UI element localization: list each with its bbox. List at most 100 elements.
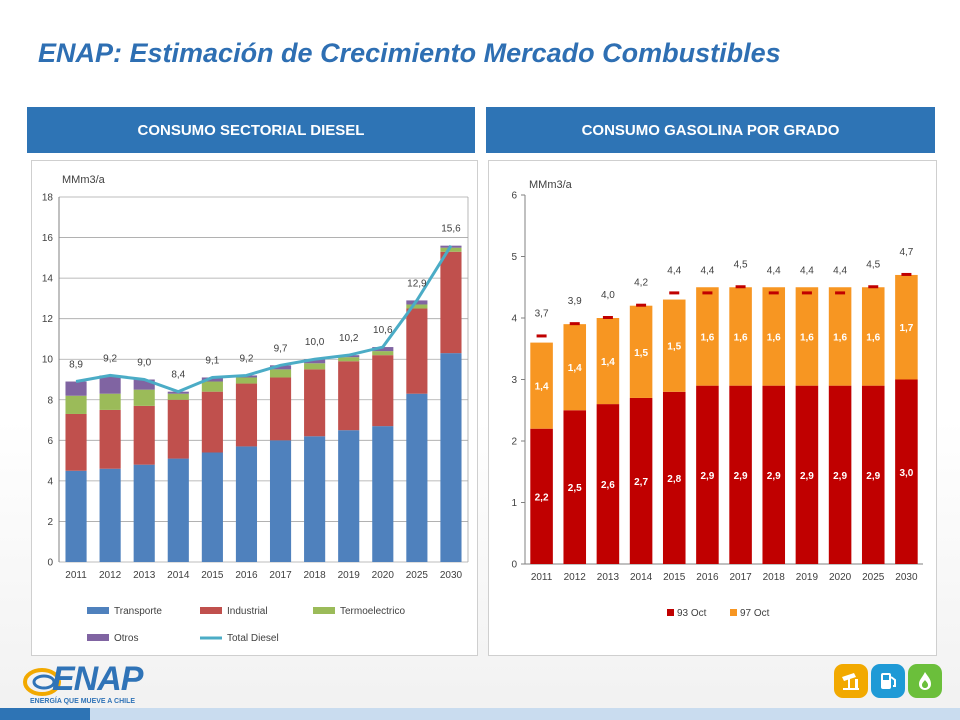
- total-data-label: 9,1: [205, 355, 219, 366]
- y-tick-label: 10: [42, 355, 54, 366]
- x-tick-label: 2030: [895, 572, 918, 583]
- logo-tagline: ENERGÍA QUE MUEVE A CHILE: [30, 698, 136, 705]
- bar-segment: [696, 385, 719, 564]
- diesel-chart: MMm3/a 0 2 4 6 8 10 12 14 16 18 2011 2012 2013 2014 201…: [42, 174, 469, 644]
- legend-label: Transporte: [114, 606, 162, 617]
- segment-data-label: 1,4: [535, 382, 549, 393]
- bar-segment: [372, 347, 394, 352]
- bar-segment: [440, 251, 462, 354]
- total-data-label: 9,7: [274, 343, 288, 354]
- flame-icon: [908, 664, 942, 698]
- oil-pump-icon: [834, 664, 868, 698]
- bar-segment: [895, 379, 918, 564]
- segment-data-label: 1,6: [833, 332, 847, 343]
- y-tick-label: 3: [511, 375, 517, 386]
- legend-label: 97 Oct: [740, 608, 770, 619]
- footer-bar: [90, 708, 960, 720]
- segment-data-label: 2,8: [667, 474, 681, 485]
- segment-data-label: 2,9: [700, 471, 714, 482]
- total-marker: [768, 291, 779, 295]
- segment-data-label: 1,6: [866, 332, 880, 343]
- bar-segment: [201, 391, 223, 453]
- bar-segment: [65, 470, 87, 562]
- bar-segment: [201, 381, 223, 392]
- diesel-panel-header: CONSUMO SECTORIAL DIESEL: [27, 107, 475, 153]
- bar-segment: [65, 413, 87, 471]
- segment-data-label: 1,6: [734, 332, 748, 343]
- total-marker: [801, 291, 812, 295]
- enap-logo-swoosh-icon: [23, 668, 61, 696]
- x-tick-label: 2017: [729, 572, 752, 583]
- segment-data-label: 2,9: [800, 471, 814, 482]
- bar-segment: [99, 393, 121, 410]
- bar-segment: [99, 375, 121, 394]
- bar-segment: [235, 377, 258, 384]
- bar-segment: [304, 359, 326, 364]
- total-marker: [569, 322, 580, 326]
- segment-data-label: 1,5: [667, 342, 681, 353]
- segment-data-label: 2,9: [833, 471, 847, 482]
- y-tick-label: 4: [511, 314, 517, 325]
- x-tick-label: 2012: [99, 570, 122, 581]
- x-tick-label: 2025: [406, 570, 429, 581]
- bar-segment: [762, 287, 786, 386]
- total-data-label: 8,9: [69, 360, 83, 371]
- bar-segment: [861, 385, 885, 564]
- bar-segment: [338, 361, 360, 431]
- bar-segment: [662, 391, 686, 564]
- segment-data-label: 2,2: [535, 492, 549, 503]
- total-data-label: 3,7: [535, 308, 549, 319]
- y-tick-label: 5: [511, 252, 517, 263]
- bar-segment: [269, 369, 292, 378]
- y-tick-label: 8: [47, 395, 53, 406]
- total-marker: [868, 285, 879, 289]
- y-tick-label: 2: [47, 517, 53, 528]
- x-tick-label: 2016: [696, 572, 719, 583]
- total-marker: [536, 334, 547, 338]
- total-data-label: 4,2: [634, 278, 648, 289]
- total-marker: [901, 272, 912, 276]
- x-tick-label: 2030: [440, 570, 463, 581]
- bar-segment: [133, 389, 155, 406]
- bar-segment: [133, 405, 155, 465]
- bar-segment: [406, 304, 428, 309]
- bar-segment: [338, 357, 360, 362]
- y-tick-label: 14: [42, 274, 54, 285]
- bar-segment: [372, 426, 394, 562]
- bar-segment: [201, 377, 223, 382]
- y-tick-label: 0: [511, 560, 517, 571]
- bar-segment: [235, 446, 258, 562]
- total-data-label: 4,0: [601, 290, 615, 301]
- bar-segment: [895, 274, 918, 380]
- bar-segment: [406, 393, 428, 562]
- bar-segment: [828, 287, 852, 386]
- total-marker: [735, 285, 746, 289]
- bar-segment: [201, 452, 223, 562]
- bar-segment: [729, 385, 752, 564]
- total-data-label: 9,2: [240, 353, 254, 364]
- legend-label: Otros: [114, 633, 138, 644]
- y-tick-label: 16: [42, 233, 54, 244]
- total-data-label: 9,0: [137, 358, 151, 369]
- unit-label: MMm3/a: [529, 179, 573, 191]
- bar-segment: [65, 395, 87, 414]
- bar-segment: [530, 342, 553, 429]
- segment-data-label: 1,7: [899, 323, 913, 334]
- x-tick-label: 2016: [235, 570, 258, 581]
- bar-segment: [729, 287, 752, 386]
- segment-data-label: 3,0: [899, 468, 913, 479]
- logo-text: ENAP: [52, 660, 143, 698]
- total-marker: [835, 291, 846, 295]
- bar-segment: [563, 410, 587, 564]
- gasoline-chart: MMm3/a 0 1 2 3 4 5 6 2,2 1,4 3,7 2011 2,5 1,4 3,9 2012 2…: [511, 179, 923, 619]
- total-marker: [669, 291, 680, 295]
- bar-segment: [269, 365, 292, 370]
- total-diesel-line: [75, 244, 453, 394]
- total-data-label: 9,2: [103, 353, 117, 364]
- y-tick-label: 18: [42, 193, 54, 204]
- total-data-label: 4,7: [899, 247, 913, 258]
- legend-label: 93 Oct: [677, 608, 707, 619]
- x-tick-label: 2018: [763, 572, 786, 583]
- bar-segment: [304, 436, 326, 562]
- total-data-label: 4,4: [667, 265, 681, 276]
